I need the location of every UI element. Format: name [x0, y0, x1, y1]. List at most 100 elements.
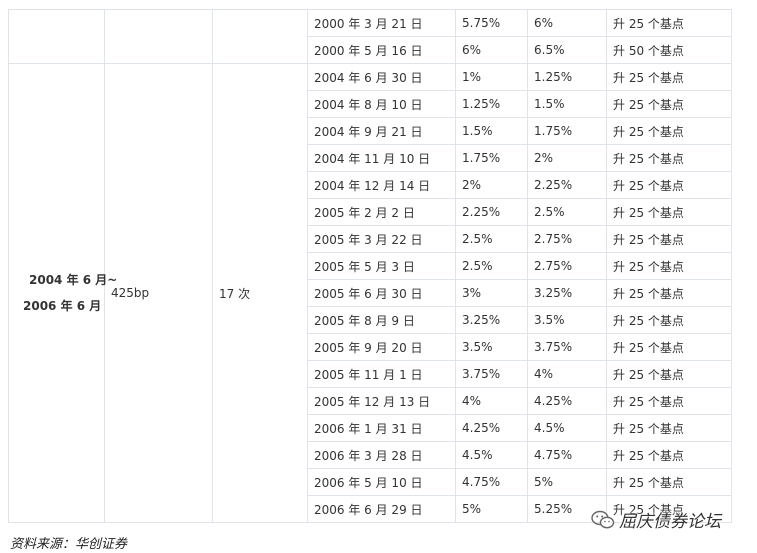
rate-before-cell: 2.5%	[455, 252, 528, 280]
rate-after-cell: 1.25%	[527, 63, 607, 91]
table-row: 2004 年 9 月 21 日 1.5% 1.75% 升 25 个基点	[9, 117, 732, 145]
table-row: 2005 年 3 月 22 日 2.5% 2.75% 升 25 个基点	[9, 225, 732, 253]
date-cell: 2006 年 1 月 31 日	[307, 414, 456, 442]
change-cell: 升 25 个基点	[606, 171, 732, 199]
change-cell: 升 25 个基点	[606, 360, 732, 388]
rate-before-cell: 3.25%	[455, 306, 528, 334]
change-cell: 升 25 个基点	[606, 333, 732, 361]
date-cell: 2004 年 12 月 14 日	[307, 171, 456, 199]
period-cell	[8, 9, 105, 64]
rate-before-cell: 4.5%	[455, 441, 528, 469]
rate-before-cell: 6%	[455, 36, 528, 64]
rate-after-cell: 1.5%	[527, 90, 607, 118]
change-cell: 升 25 个基点	[606, 495, 732, 523]
rate-after-cell: 6.5%	[527, 36, 607, 64]
rate-before-cell: 5%	[455, 495, 528, 523]
rate-after-cell: 3.25%	[527, 279, 607, 307]
change-cell: 升 25 个基点	[606, 468, 732, 496]
rate-after-cell: 4.5%	[527, 414, 607, 442]
rate-after-cell: 3.5%	[527, 306, 607, 334]
rate-after-cell: 4.75%	[527, 441, 607, 469]
rate-after-cell: 2%	[527, 144, 607, 172]
watermark: 屈庆债券论坛	[591, 507, 721, 532]
watermark-text: 屈庆债券论坛	[619, 512, 721, 532]
table-row: 2005 年 12 月 13 日 4% 4.25% 升 25 个基点	[9, 387, 732, 415]
period-cell: 2004 年 6 月~ 2006 年 6 月	[8, 63, 118, 523]
change-cell: 升 25 个基点	[606, 198, 732, 226]
change-cell: 升 25 个基点	[606, 306, 732, 334]
rate-before-cell: 1%	[455, 63, 528, 91]
change-cell: 升 25 个基点	[606, 9, 732, 37]
date-cell: 2006 年 3 月 28 日	[307, 441, 456, 469]
change-cell: 升 50 个基点	[606, 36, 732, 64]
rate-after-cell: 1.75%	[527, 117, 607, 145]
date-cell: 2006 年 5 月 10 日	[307, 468, 456, 496]
rate-before-cell: 2.5%	[455, 225, 528, 253]
rate-before-cell: 2%	[455, 171, 528, 199]
date-cell: 2005 年 8 月 9 日	[307, 306, 456, 334]
total-bp-cell: 425bp	[104, 63, 213, 523]
rate-after-cell: 4%	[527, 360, 607, 388]
rate-before-cell: 4.25%	[455, 414, 528, 442]
rate-after-cell: 5.25%	[527, 495, 607, 523]
table-row: 2004 年 12 月 14 日 2% 2.25% 升 25 个基点	[9, 171, 732, 199]
date-cell: 2005 年 9 月 20 日	[307, 333, 456, 361]
table-row: 2004 年 11 月 10 日 1.75% 2% 升 25 个基点	[9, 144, 732, 172]
rate-before-cell: 5.75%	[455, 9, 528, 37]
period-line: 2006 年 6 月	[23, 299, 102, 313]
date-cell: 2000 年 5 月 16 日	[307, 36, 456, 64]
table-row: 2005 年 2 月 2 日 2.25% 2.5% 升 25 个基点	[9, 198, 732, 226]
rate-before-cell: 1.75%	[455, 144, 528, 172]
rate-after-cell: 2.25%	[527, 171, 607, 199]
change-cell: 升 25 个基点	[606, 441, 732, 469]
rate-before-cell: 2.25%	[455, 198, 528, 226]
change-cell: 升 25 个基点	[606, 279, 732, 307]
date-cell: 2005 年 12 月 13 日	[307, 387, 456, 415]
times-cell	[212, 9, 308, 64]
date-cell: 2004 年 8 月 10 日	[307, 90, 456, 118]
rate-before-cell: 3.5%	[455, 333, 528, 361]
date-cell: 2005 年 2 月 2 日	[307, 198, 456, 226]
source-note: 资料来源：华创证券	[10, 537, 128, 552]
table-body: 2000 年 3 月 21 日 5.75% 6% 升 25 个基点 2000 年 5 月…	[8, 9, 732, 523]
rate-after-cell: 2.75%	[527, 225, 607, 253]
rate-after-cell: 2.75%	[527, 252, 607, 280]
date-cell: 2005 年 5 月 3 日	[307, 252, 456, 280]
period-line: 2004 年 6 月~	[29, 273, 118, 287]
rate-before-cell: 1.25%	[455, 90, 528, 118]
change-cell: 升 25 个基点	[606, 63, 732, 91]
rate-before-cell: 4%	[455, 387, 528, 415]
date-cell: 2000 年 3 月 21 日	[307, 9, 456, 37]
wechat-icon	[591, 510, 615, 528]
rate-before-cell: 1.5%	[455, 117, 528, 145]
rate-after-cell: 3.75%	[527, 333, 607, 361]
change-cell: 升 25 个基点	[606, 252, 732, 280]
change-cell: 升 25 个基点	[606, 90, 732, 118]
rate-after-cell: 6%	[527, 9, 607, 37]
table-row: 2004 年 6 月~ 2006 年 6 月 425bp 17 次 2004 年 6 月…	[8, 63, 732, 523]
change-cell: 升 25 个基点	[606, 387, 732, 415]
table-row: 2006 年 6 月 29 日 5% 5.25% 升 25 个基点	[9, 495, 732, 523]
table-row: 2006 年 1 月 31 日 4.25% 4.5% 升 25 个基点	[9, 414, 732, 442]
change-cell: 升 25 个基点	[606, 144, 732, 172]
table-row: 2000 年 3 月 21 日 5.75% 6% 升 25 个基点	[8, 9, 732, 64]
rate-before-cell: 3%	[455, 279, 528, 307]
table-row: 2006 年 5 月 10 日 4.75% 5% 升 25 个基点	[9, 468, 732, 496]
change-cell: 升 25 个基点	[606, 225, 732, 253]
table-row: 2005 年 9 月 20 日 3.5% 3.75% 升 25 个基点	[9, 333, 732, 361]
table-row: 2004 年 8 月 10 日 1.25% 1.5% 升 25 个基点	[9, 90, 732, 118]
date-cell: 2006 年 6 月 29 日	[307, 495, 456, 523]
total-bp-cell	[104, 9, 213, 64]
rate-after-cell: 2.5%	[527, 198, 607, 226]
rate-before-cell: 4.75%	[455, 468, 528, 496]
rate-after-cell: 4.25%	[527, 387, 607, 415]
date-cell: 2005 年 6 月 30 日	[307, 279, 456, 307]
rate-hike-table: 2000 年 3 月 21 日 5.75% 6% 升 25 个基点 2000 年 5 月…	[8, 9, 732, 523]
change-cell: 升 25 个基点	[606, 414, 732, 442]
date-cell: 2004 年 6 月 30 日	[307, 63, 456, 91]
rate-after-cell: 5%	[527, 468, 607, 496]
times-cell: 17 次	[212, 63, 308, 523]
date-cell: 2004 年 11 月 10 日	[307, 144, 456, 172]
table-row: 2005 年 11 月 1 日 3.75% 4% 升 25 个基点	[9, 360, 732, 388]
rate-before-cell: 3.75%	[455, 360, 528, 388]
